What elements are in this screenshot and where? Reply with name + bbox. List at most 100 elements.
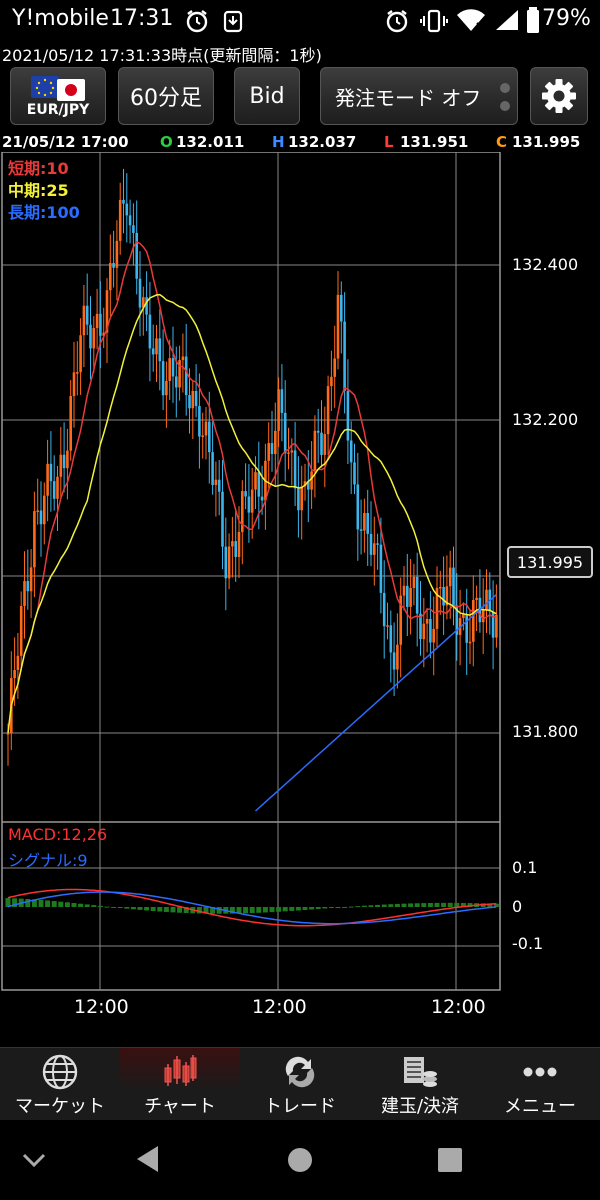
macd-histogram-bar: [493, 903, 499, 907]
macd-histogram-bar: [335, 907, 341, 908]
macd-histogram-bar: [355, 906, 361, 908]
macd-histogram-bar: [309, 907, 315, 910]
candle-body: [293, 450, 297, 489]
candle-body: [340, 294, 343, 322]
nav-market[interactable]: マーケット: [0, 1048, 120, 1121]
battery-icon: [527, 7, 539, 33]
candle-body: [244, 491, 247, 497]
candle-body: [175, 376, 178, 388]
status-clock: 17:31: [110, 6, 174, 31]
candle-body: [330, 376, 333, 387]
candle-body: [468, 641, 472, 644]
candle-body: [165, 380, 168, 396]
candle-body: [333, 358, 336, 377]
status-bar: Y!mobile 17:31 79%: [0, 0, 600, 40]
nav-label: マーケット: [15, 1096, 105, 1117]
nav-trade[interactable]: トレード: [240, 1048, 360, 1121]
candle-body: [234, 541, 237, 558]
macd-histogram-bar: [163, 907, 169, 912]
candle-body: [445, 586, 449, 606]
macd-histogram-bar: [256, 907, 262, 913]
candle-body: [366, 512, 369, 534]
macd-histogram-bar: [25, 899, 31, 907]
candle-body: [336, 294, 340, 359]
candle-body: [135, 232, 138, 279]
candle-body: [151, 348, 155, 355]
timeframe-label: 60分足: [130, 86, 202, 111]
vibrate-icon: [420, 9, 448, 33]
macd-histogram-bar: [216, 907, 222, 914]
candle-body: [320, 432, 323, 455]
chevron-down-icon[interactable]: [20, 1146, 48, 1174]
macd-histogram-bar: [315, 907, 321, 910]
bottom-navigation: マーケット チャート トレード 建玉/決済 メニュ: [0, 1047, 600, 1121]
price-chart[interactable]: [0, 152, 600, 1047]
candle-body: [287, 452, 290, 455]
nav-label: トレード: [264, 1096, 336, 1117]
candle-body: [33, 511, 36, 568]
candle-body: [353, 462, 356, 485]
candle-body: [323, 434, 327, 455]
candle-body: [82, 305, 86, 336]
macd-histogram-bar: [45, 900, 51, 907]
high-label: H: [272, 133, 285, 151]
macd-histogram-bar: [31, 899, 37, 907]
candle-body: [36, 510, 39, 512]
macd-histogram-bar: [144, 907, 150, 911]
nav-chart[interactable]: チャート: [120, 1048, 240, 1121]
candle-body: [214, 479, 218, 486]
carrier-name: Y!mobile: [12, 6, 109, 31]
candle-body: [439, 587, 442, 589]
more-icon: [523, 1067, 557, 1077]
settings-button[interactable]: [530, 67, 588, 125]
macd-histogram-bar: [328, 907, 334, 909]
current-price-value: 131.995: [516, 552, 584, 572]
macd-histogram-bar: [236, 907, 242, 914]
candle-body: [373, 543, 376, 555]
timeframe-button[interactable]: 60分足: [118, 67, 214, 125]
price-type-label: Bid: [249, 83, 285, 109]
macd-histogram-bar: [302, 907, 308, 910]
candle-body: [280, 389, 284, 413]
macd-histogram-bar: [12, 898, 18, 907]
home-icon[interactable]: [286, 1146, 314, 1174]
alarm-icon: [386, 10, 408, 33]
candle-body: [313, 430, 317, 472]
candle-body: [386, 625, 389, 627]
macd-histogram-bar: [111, 907, 117, 908]
candle-body: [56, 476, 59, 499]
macd-histogram-bar: [91, 905, 97, 907]
currency-pair-button[interactable]: EUR/JPY: [10, 67, 106, 125]
macd-histogram-bar: [229, 907, 235, 914]
nav-positions[interactable]: 建玉/決済: [360, 1048, 480, 1121]
candle-body: [16, 655, 20, 671]
nav-menu[interactable]: メニュー: [480, 1048, 600, 1121]
candle-body: [300, 486, 303, 511]
toggle-dots-icon: [500, 83, 510, 111]
candle-body: [396, 644, 399, 670]
flags-icon: [31, 76, 85, 101]
macd-histogram-bar: [58, 901, 64, 907]
candle-body: [495, 614, 498, 638]
candle-body: [277, 389, 280, 431]
candle-body: [92, 328, 96, 349]
macd-tick-label: 0: [512, 897, 523, 916]
candle-body: [250, 489, 254, 513]
candle-body: [168, 358, 171, 381]
macd-histogram-bar: [38, 899, 44, 907]
macd-histogram-bar: [71, 903, 77, 907]
legend-mid-ma: 中期:25: [8, 181, 69, 200]
candle-body: [254, 472, 257, 490]
macd-histogram-bar: [51, 901, 57, 907]
candle-body: [247, 496, 251, 513]
price-type-button[interactable]: Bid: [234, 67, 300, 125]
order-mode-toggle[interactable]: 発注モード オフ: [320, 67, 518, 125]
macd-histogram-bar: [322, 907, 328, 909]
back-icon[interactable]: [134, 1144, 162, 1174]
recents-icon[interactable]: [436, 1146, 464, 1174]
candle-body: [224, 546, 228, 579]
candle-body: [379, 544, 383, 593]
candle-body: [227, 546, 231, 579]
candle-body: [231, 541, 234, 547]
candle-body: [39, 510, 43, 525]
